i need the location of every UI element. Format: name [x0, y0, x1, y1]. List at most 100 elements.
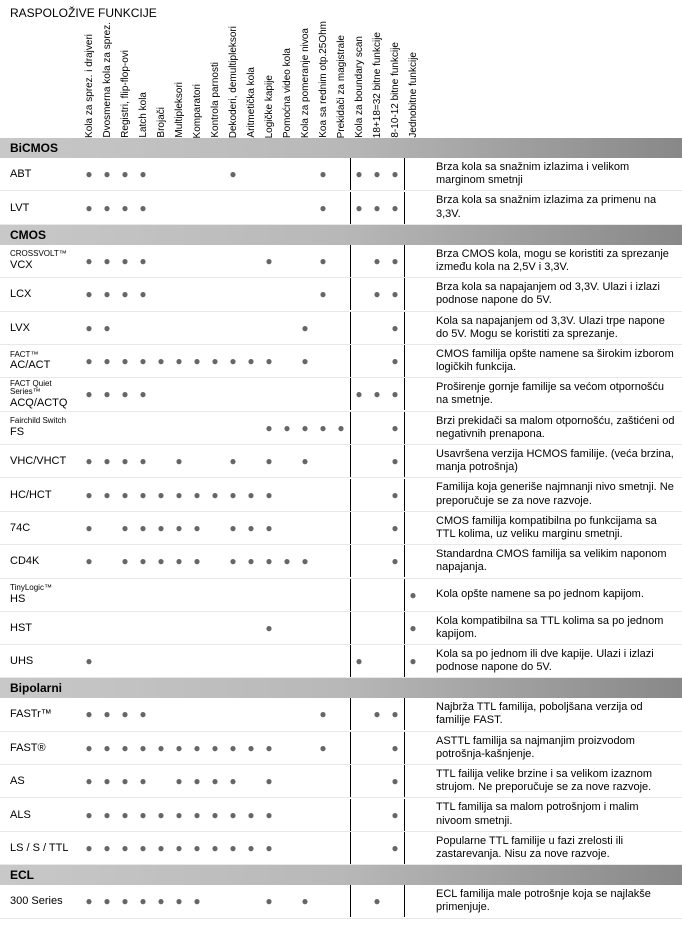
column-header: Koa sa rednim otp.25Ohm	[314, 17, 332, 138]
dot-cells: ●●●●●●●●●●	[80, 512, 422, 544]
dot-cell: ●	[350, 388, 368, 400]
dot-cells: ●●●●●●●●●	[80, 158, 422, 190]
dot-cell: ●	[224, 355, 242, 367]
table-row: LS / S / TTL●●●●●●●●●●●●Popularne TTL fa…	[0, 832, 682, 865]
dot-cell: ●	[134, 708, 152, 720]
dot-cell: ●	[134, 895, 152, 907]
dot-cell: ●	[206, 775, 224, 787]
dot-cell: ●	[116, 708, 134, 720]
dot-cell: ●	[386, 742, 404, 754]
dot-cell: ●	[350, 655, 368, 667]
table-row: CD4K●●●●●●●●●●●●Standardna CMOS familija…	[0, 545, 682, 578]
dot-cell: ●	[386, 555, 404, 567]
row-description: Popularne TTL familije u fazi zrelosti i…	[422, 832, 682, 864]
column-header: Kontrola parnosti	[206, 58, 224, 138]
dot-cells: ●●●●●●●●●●●●●	[80, 732, 422, 764]
dot-cell: ●	[386, 388, 404, 400]
row-description: ASTTL familija sa najmanjim proizvodom p…	[422, 732, 682, 764]
dot-cell: ●	[98, 489, 116, 501]
dot-cell: ●	[80, 455, 98, 467]
dot-cell: ●	[80, 255, 98, 267]
dot-cell: ●	[350, 168, 368, 180]
dot-cell: ●	[206, 489, 224, 501]
dot-cell: ●	[404, 589, 422, 601]
dot-cell: ●	[170, 489, 188, 501]
dot-cell: ●	[80, 809, 98, 821]
dot-cells: ●●●●●●●●	[80, 192, 422, 224]
section-header: CMOS	[0, 225, 682, 245]
dot-cell: ●	[386, 708, 404, 720]
dot-cell: ●	[386, 775, 404, 787]
dot-cell: ●	[80, 522, 98, 534]
dot-cell: ●	[296, 355, 314, 367]
row-description: CMOS familija opšte namene sa širokim iz…	[422, 345, 682, 377]
section-header: Bipolarni	[0, 678, 682, 698]
dot-cell: ●	[188, 555, 206, 567]
dot-cell: ●	[98, 775, 116, 787]
row-description: CMOS familija kompatibilna po funkcijama…	[422, 512, 682, 544]
row-label: HC/HCT	[0, 489, 80, 501]
dot-cell: ●	[296, 555, 314, 567]
table-row: 74C●●●●●●●●●●CMOS familija kompatibilna …	[0, 512, 682, 545]
row-label: VHC/VHCT	[0, 455, 80, 467]
dot-cell: ●	[152, 489, 170, 501]
dot-cell: ●	[152, 742, 170, 754]
column-header: Jednobitne funkcije	[404, 48, 422, 138]
dot-cell: ●	[278, 422, 296, 434]
row-label: CD4K	[0, 555, 80, 567]
dot-cell: ●	[170, 809, 188, 821]
dot-cell: ●	[116, 168, 134, 180]
column-header: Prekidači za magistrale	[332, 31, 350, 138]
column-header: Dvosmerna kola za sprez.	[98, 18, 116, 138]
dot-cell: ●	[350, 202, 368, 214]
dot-cell: ●	[224, 842, 242, 854]
dot-cell: ●	[116, 355, 134, 367]
dot-cells: ●●●●●●●●●●●●●	[80, 345, 422, 377]
dot-cells: ●●●●●●●	[80, 698, 422, 730]
table-row: UHS●●●Kola sa po jednom ili dve kapije. …	[0, 645, 682, 678]
dot-cell: ●	[152, 895, 170, 907]
dot-cell: ●	[314, 742, 332, 754]
dot-cell: ●	[260, 895, 278, 907]
row-description: Brza kola sa napajanjem od 3,3V. Ulazi i…	[422, 278, 682, 310]
dot-cell: ●	[224, 775, 242, 787]
dot-cell: ●	[296, 455, 314, 467]
row-label: FAST®	[0, 742, 80, 754]
column-header: Multipleksori	[170, 78, 188, 138]
dot-cell: ●	[368, 168, 386, 180]
dot-cell: ●	[314, 422, 332, 434]
dot-cell: ●	[80, 708, 98, 720]
dot-cell: ●	[98, 809, 116, 821]
table-row: FACT Quiet Series™ACQ/ACTQ●●●●●●●Prošire…	[0, 378, 682, 411]
dot-cell: ●	[260, 555, 278, 567]
dot-cell: ●	[80, 895, 98, 907]
section-header: BiCMOS	[0, 138, 682, 158]
dot-cell: ●	[170, 842, 188, 854]
dot-cell: ●	[98, 388, 116, 400]
dot-cell: ●	[134, 489, 152, 501]
dot-cell: ●	[368, 202, 386, 214]
dot-cell: ●	[152, 842, 170, 854]
dot-cells: ●●●●●●	[80, 412, 422, 444]
dot-cell: ●	[260, 842, 278, 854]
dot-cell: ●	[260, 422, 278, 434]
row-label: AS	[0, 775, 80, 787]
dot-cell: ●	[386, 422, 404, 434]
dot-cell: ●	[242, 355, 260, 367]
dot-cell: ●	[224, 522, 242, 534]
dot-cell: ●	[188, 489, 206, 501]
dot-cell: ●	[98, 255, 116, 267]
dot-cell: ●	[188, 355, 206, 367]
dot-cell: ●	[188, 895, 206, 907]
dot-cell: ●	[206, 809, 224, 821]
dot-cell: ●	[386, 168, 404, 180]
dot-cell: ●	[80, 168, 98, 180]
dot-cells: ●●●●●●●●	[80, 245, 422, 277]
dot-cell: ●	[188, 775, 206, 787]
dot-cell: ●	[314, 202, 332, 214]
dot-cell: ●	[98, 455, 116, 467]
column-header: Logičke kapije	[260, 71, 278, 138]
row-label: 300 Series	[0, 895, 80, 907]
dot-cell: ●	[386, 522, 404, 534]
row-label: FACT™AC/ACT	[0, 351, 80, 372]
